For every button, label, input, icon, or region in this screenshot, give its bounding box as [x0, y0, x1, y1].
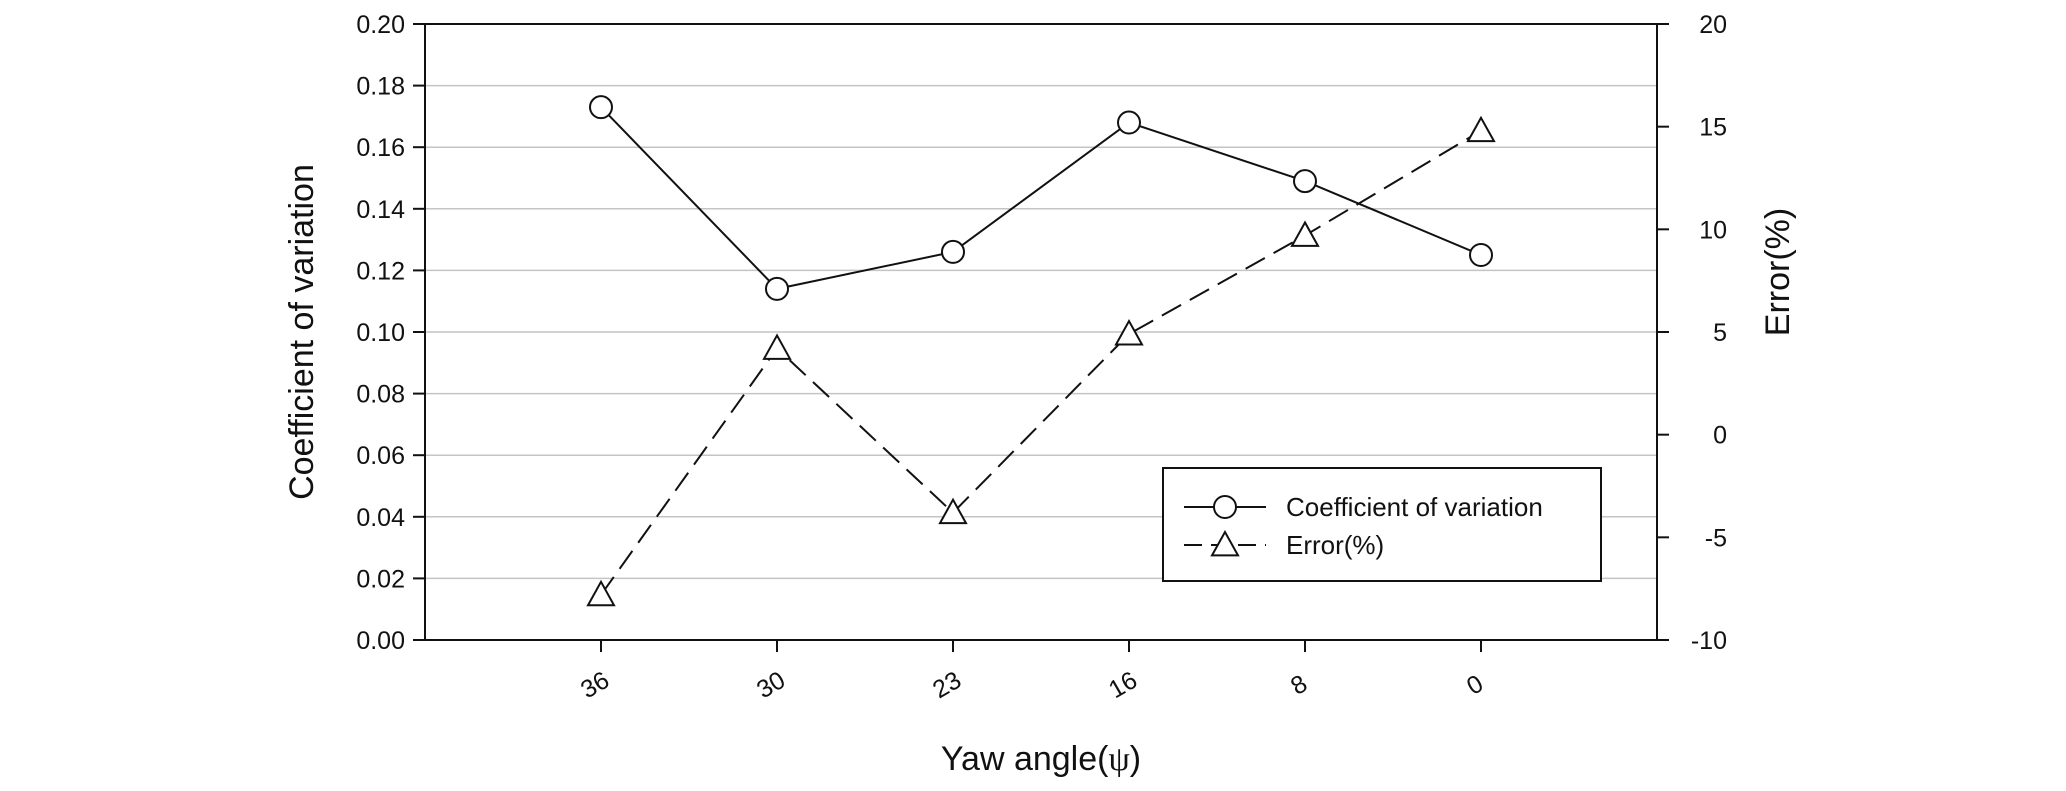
gridlines — [425, 84, 1657, 580]
y-tick-label: 0.12 — [356, 257, 405, 285]
y-tick-label: 0.16 — [356, 134, 405, 162]
x-axis-title-symbol: ψ — [1108, 741, 1129, 778]
data-point-triangle — [762, 333, 792, 360]
y2-tick-label: 20 — [1699, 11, 1727, 39]
legend: Coefficient of variation Error(%) — [1162, 467, 1602, 582]
data-point-circle — [765, 276, 789, 301]
y-tick-label: 0.14 — [356, 196, 405, 224]
x-axis-title-prefix: Yaw angle( — [941, 740, 1109, 778]
y-tick-label: 0.00 — [356, 627, 405, 655]
data-point-triangle — [586, 579, 616, 607]
legend-marker-circle — [1213, 495, 1237, 519]
x-tick-label: 36 — [576, 666, 614, 704]
y-tick-label: 0.10 — [356, 319, 405, 347]
legend-box — [1162, 467, 1602, 582]
data-point-circle — [1117, 110, 1141, 135]
legend-marker-triangle — [1210, 529, 1240, 557]
y-tick-label: 0.18 — [356, 73, 405, 101]
y-axis-title: Coefficient of variation — [283, 164, 321, 500]
y2-tick-label: 10 — [1699, 216, 1727, 244]
x-axis-title-suffix: ) — [1130, 740, 1141, 778]
right-axis-ticks: -10 -5 0 5 10 15 20 — [1657, 11, 1727, 655]
y-tick-label: 0.20 — [356, 11, 405, 39]
legend-label-coefficient: Coefficient of variation — [1286, 492, 1543, 522]
y2-tick-label: 5 — [1713, 319, 1727, 347]
y2-tick-label: -5 — [1705, 524, 1727, 552]
x-axis-ticks: 36 30 23 16 8 0 — [576, 640, 1488, 704]
y-tick-label: 0.06 — [356, 442, 405, 470]
x-tick-label: 16 — [1104, 666, 1142, 704]
data-point-triangle — [938, 497, 968, 525]
series — [586, 95, 1496, 607]
y-tick-label: 0.02 — [356, 565, 405, 593]
x-tick-label: 0 — [1462, 669, 1488, 700]
y2-tick-label: -10 — [1691, 627, 1727, 655]
data-point-circle — [1469, 243, 1493, 267]
y-tick-label: 0.08 — [356, 381, 405, 409]
data-point-circle — [589, 95, 613, 120]
y2-axis-title: Error(%) — [1759, 208, 1797, 336]
legend-label-error: Error(%) — [1286, 530, 1384, 560]
series-line-error — [600, 129, 1482, 596]
y2-tick-label: 0 — [1713, 422, 1727, 450]
x-tick-label: 8 — [1286, 669, 1312, 700]
series-line-coefficient — [600, 106, 1482, 290]
x-tick-label: 30 — [752, 666, 790, 704]
data-point-circle — [941, 239, 965, 264]
data-point-circle — [1293, 169, 1317, 194]
y2-tick-label: 15 — [1699, 114, 1727, 142]
data-point-triangle — [1290, 220, 1320, 247]
x-axis-title: Yaw angle(ψ) — [941, 740, 1141, 778]
x-tick-label: 23 — [928, 666, 966, 704]
data-point-triangle — [1114, 318, 1144, 346]
left-axis-ticks: 0.00 0.02 0.04 0.06 0.08 0.10 0.12 0.14 0.16 0.18… — [356, 11, 425, 655]
y-tick-label: 0.04 — [356, 504, 405, 532]
data-point-triangle — [1466, 115, 1496, 143]
